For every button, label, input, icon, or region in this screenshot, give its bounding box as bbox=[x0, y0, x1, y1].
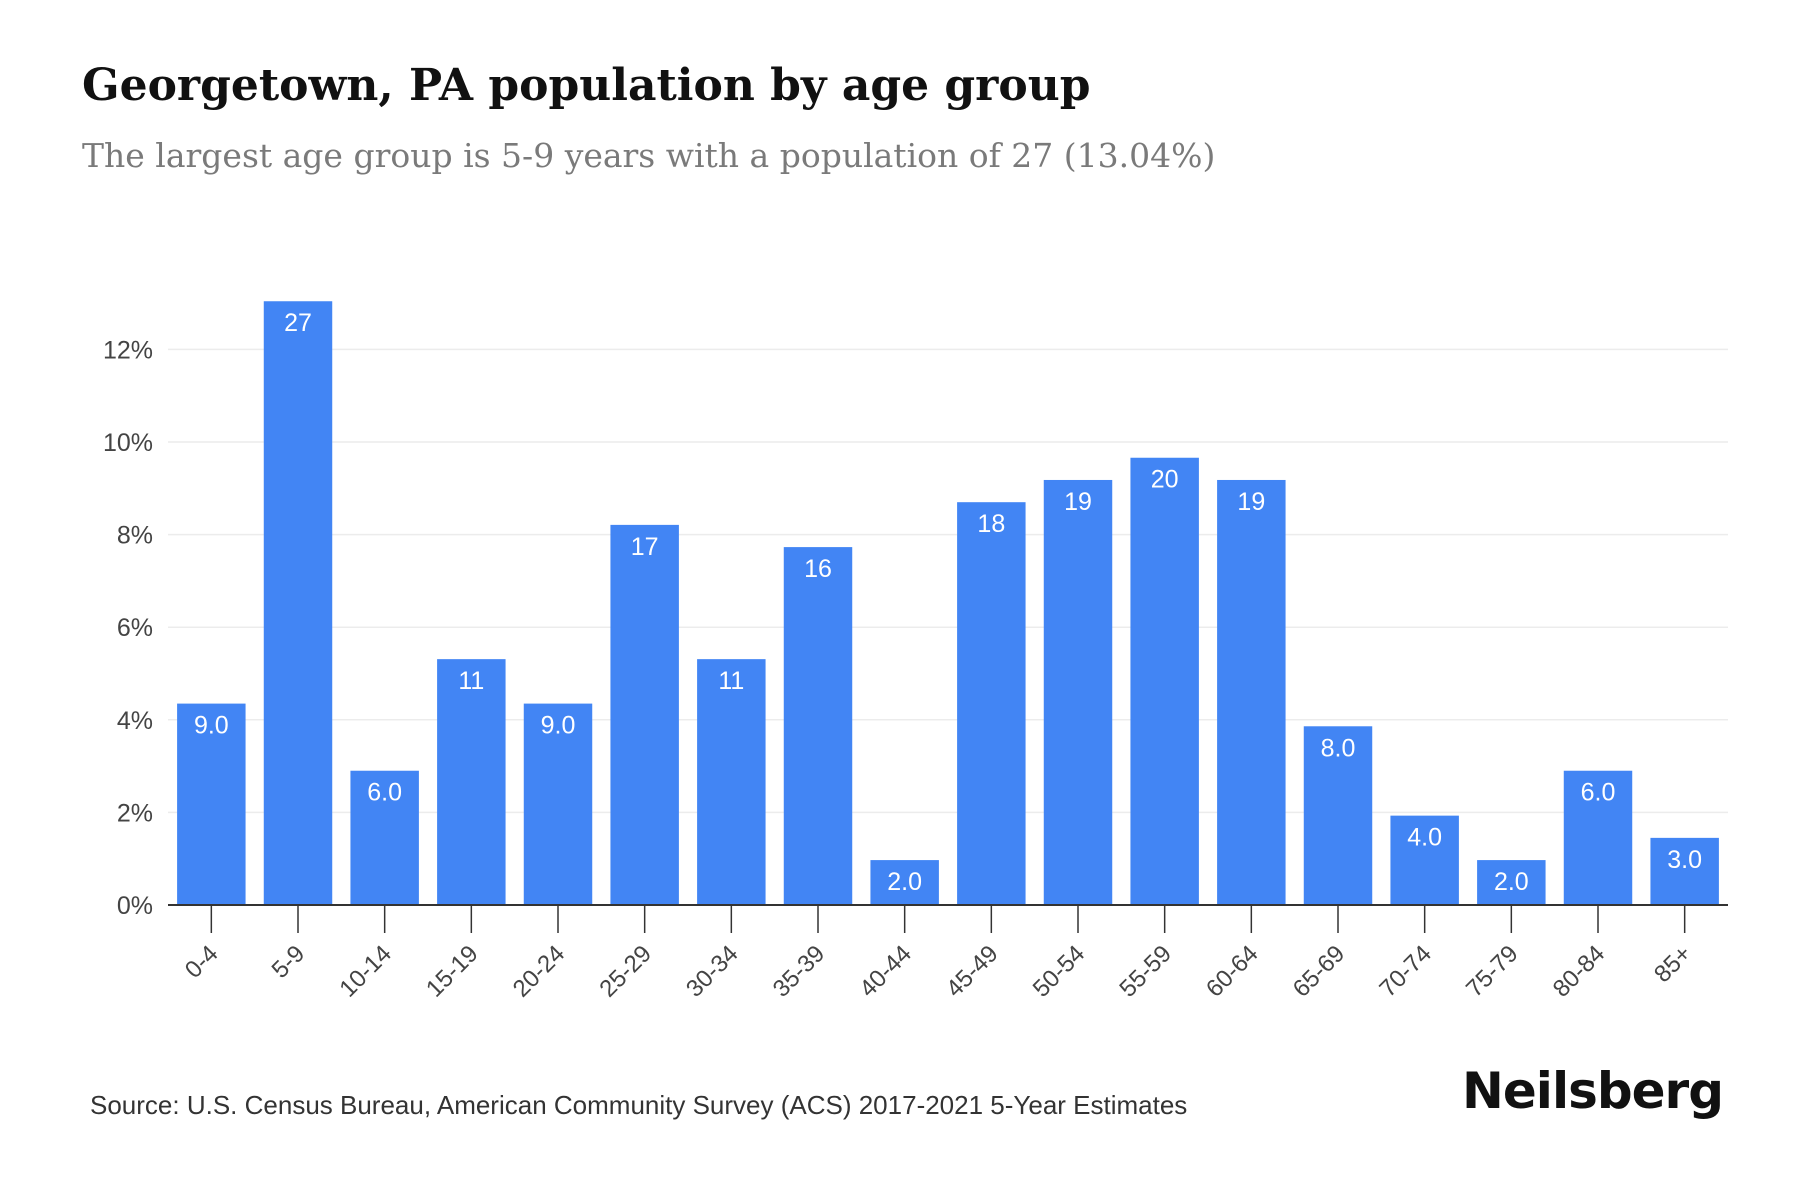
x-tick-label: 15-19 bbox=[421, 940, 484, 1003]
bar bbox=[1563, 770, 1633, 905]
x-tick-label: 0-4 bbox=[180, 940, 224, 984]
y-tick-label: 2% bbox=[117, 799, 153, 827]
bar bbox=[957, 502, 1026, 905]
bar bbox=[263, 301, 333, 905]
bar bbox=[610, 524, 679, 905]
x-tick-label: 65-69 bbox=[1288, 940, 1351, 1003]
y-tick-label: 6% bbox=[117, 614, 153, 642]
bar-value-label: 9.0 bbox=[194, 712, 229, 740]
bar-value-label: 6.0 bbox=[367, 779, 402, 807]
x-tick-label: 20-24 bbox=[508, 940, 571, 1003]
x-tick-label: 50-54 bbox=[1028, 940, 1091, 1003]
y-axis-ticks: 0% 2% 4% 6% 8% 10% 12% bbox=[103, 336, 153, 920]
chart-title: Georgetown, PA population by age group bbox=[82, 60, 1091, 111]
bar bbox=[1130, 457, 1199, 905]
brand-logo: Neilsberg bbox=[1462, 1062, 1724, 1120]
x-tick-label: 70-74 bbox=[1374, 940, 1437, 1003]
bar bbox=[350, 770, 419, 905]
bar-value-label: 16 bbox=[804, 555, 832, 583]
x-tick-label: 35-39 bbox=[768, 940, 831, 1003]
x-tick-label: 45-49 bbox=[941, 940, 1004, 1003]
bar-value-label: 17 bbox=[631, 533, 659, 561]
y-tick-label: 8% bbox=[117, 522, 153, 550]
x-tick-label: 80-84 bbox=[1548, 940, 1611, 1003]
x-tick-label: 10-14 bbox=[334, 940, 397, 1003]
bar bbox=[783, 547, 853, 905]
bar bbox=[177, 703, 246, 905]
bar bbox=[1650, 837, 1719, 905]
bar-value-label: 9.0 bbox=[541, 712, 576, 740]
x-tick-label: 75-79 bbox=[1461, 940, 1524, 1003]
bar-value-label: 2.0 bbox=[1494, 868, 1529, 896]
y-tick-label: 4% bbox=[117, 707, 153, 735]
bar-value-label: 4.0 bbox=[1407, 824, 1442, 852]
bar bbox=[1303, 726, 1373, 905]
bar bbox=[870, 860, 939, 905]
bar-value-label: 8.0 bbox=[1321, 734, 1356, 762]
bar-value-label: 19 bbox=[1237, 488, 1265, 516]
bar-value-label: 11 bbox=[718, 667, 744, 695]
chart-subtitle: The largest age group is 5-9 years with … bbox=[82, 136, 1216, 175]
y-tick-label: 10% bbox=[103, 429, 153, 457]
bar-value-labels: 9.0 27 6.0 11 9.0 17 11 16 2.0 18 19 20 19 8.0 4.0 2.0 6… bbox=[194, 309, 1702, 896]
bar bbox=[1043, 479, 1113, 905]
y-tick-label: 0% bbox=[117, 892, 153, 920]
gridlines bbox=[168, 348, 1728, 814]
bar bbox=[523, 703, 593, 905]
bar-value-label: 3.0 bbox=[1667, 846, 1702, 874]
source-note: Source: U.S. Census Bureau, American Com… bbox=[90, 1090, 1188, 1120]
bar-value-label: 18 bbox=[977, 510, 1005, 538]
x-tick-label: 60-64 bbox=[1201, 940, 1264, 1003]
bar-value-label: 19 bbox=[1064, 488, 1092, 516]
x-tick-label: 25-29 bbox=[594, 940, 657, 1003]
bar bbox=[697, 659, 766, 905]
bar bbox=[1477, 860, 1546, 905]
bar bbox=[1217, 479, 1286, 905]
bar-value-label: 11 bbox=[458, 667, 484, 695]
x-tick-label: 40-44 bbox=[854, 940, 917, 1003]
x-tick-label: 5-9 bbox=[267, 940, 311, 984]
bar bbox=[437, 659, 506, 905]
y-tick-label: 12% bbox=[103, 336, 153, 364]
bar-value-label: 27 bbox=[284, 309, 312, 337]
bar bbox=[1390, 815, 1459, 905]
x-tick-label: 85+ bbox=[1649, 940, 1697, 988]
bar-value-label: 20 bbox=[1151, 466, 1179, 494]
x-tick-label: 30-34 bbox=[681, 940, 744, 1003]
x-tick-label: 55-59 bbox=[1114, 940, 1177, 1003]
x-axis: 0-4 5-9 10-14 15-19 20-24 25-29 30-34 35-39 40-4… bbox=[168, 904, 1728, 1003]
bar-value-label: 6.0 bbox=[1581, 779, 1616, 807]
bars bbox=[177, 301, 1719, 905]
bar-value-label: 2.0 bbox=[887, 868, 922, 896]
